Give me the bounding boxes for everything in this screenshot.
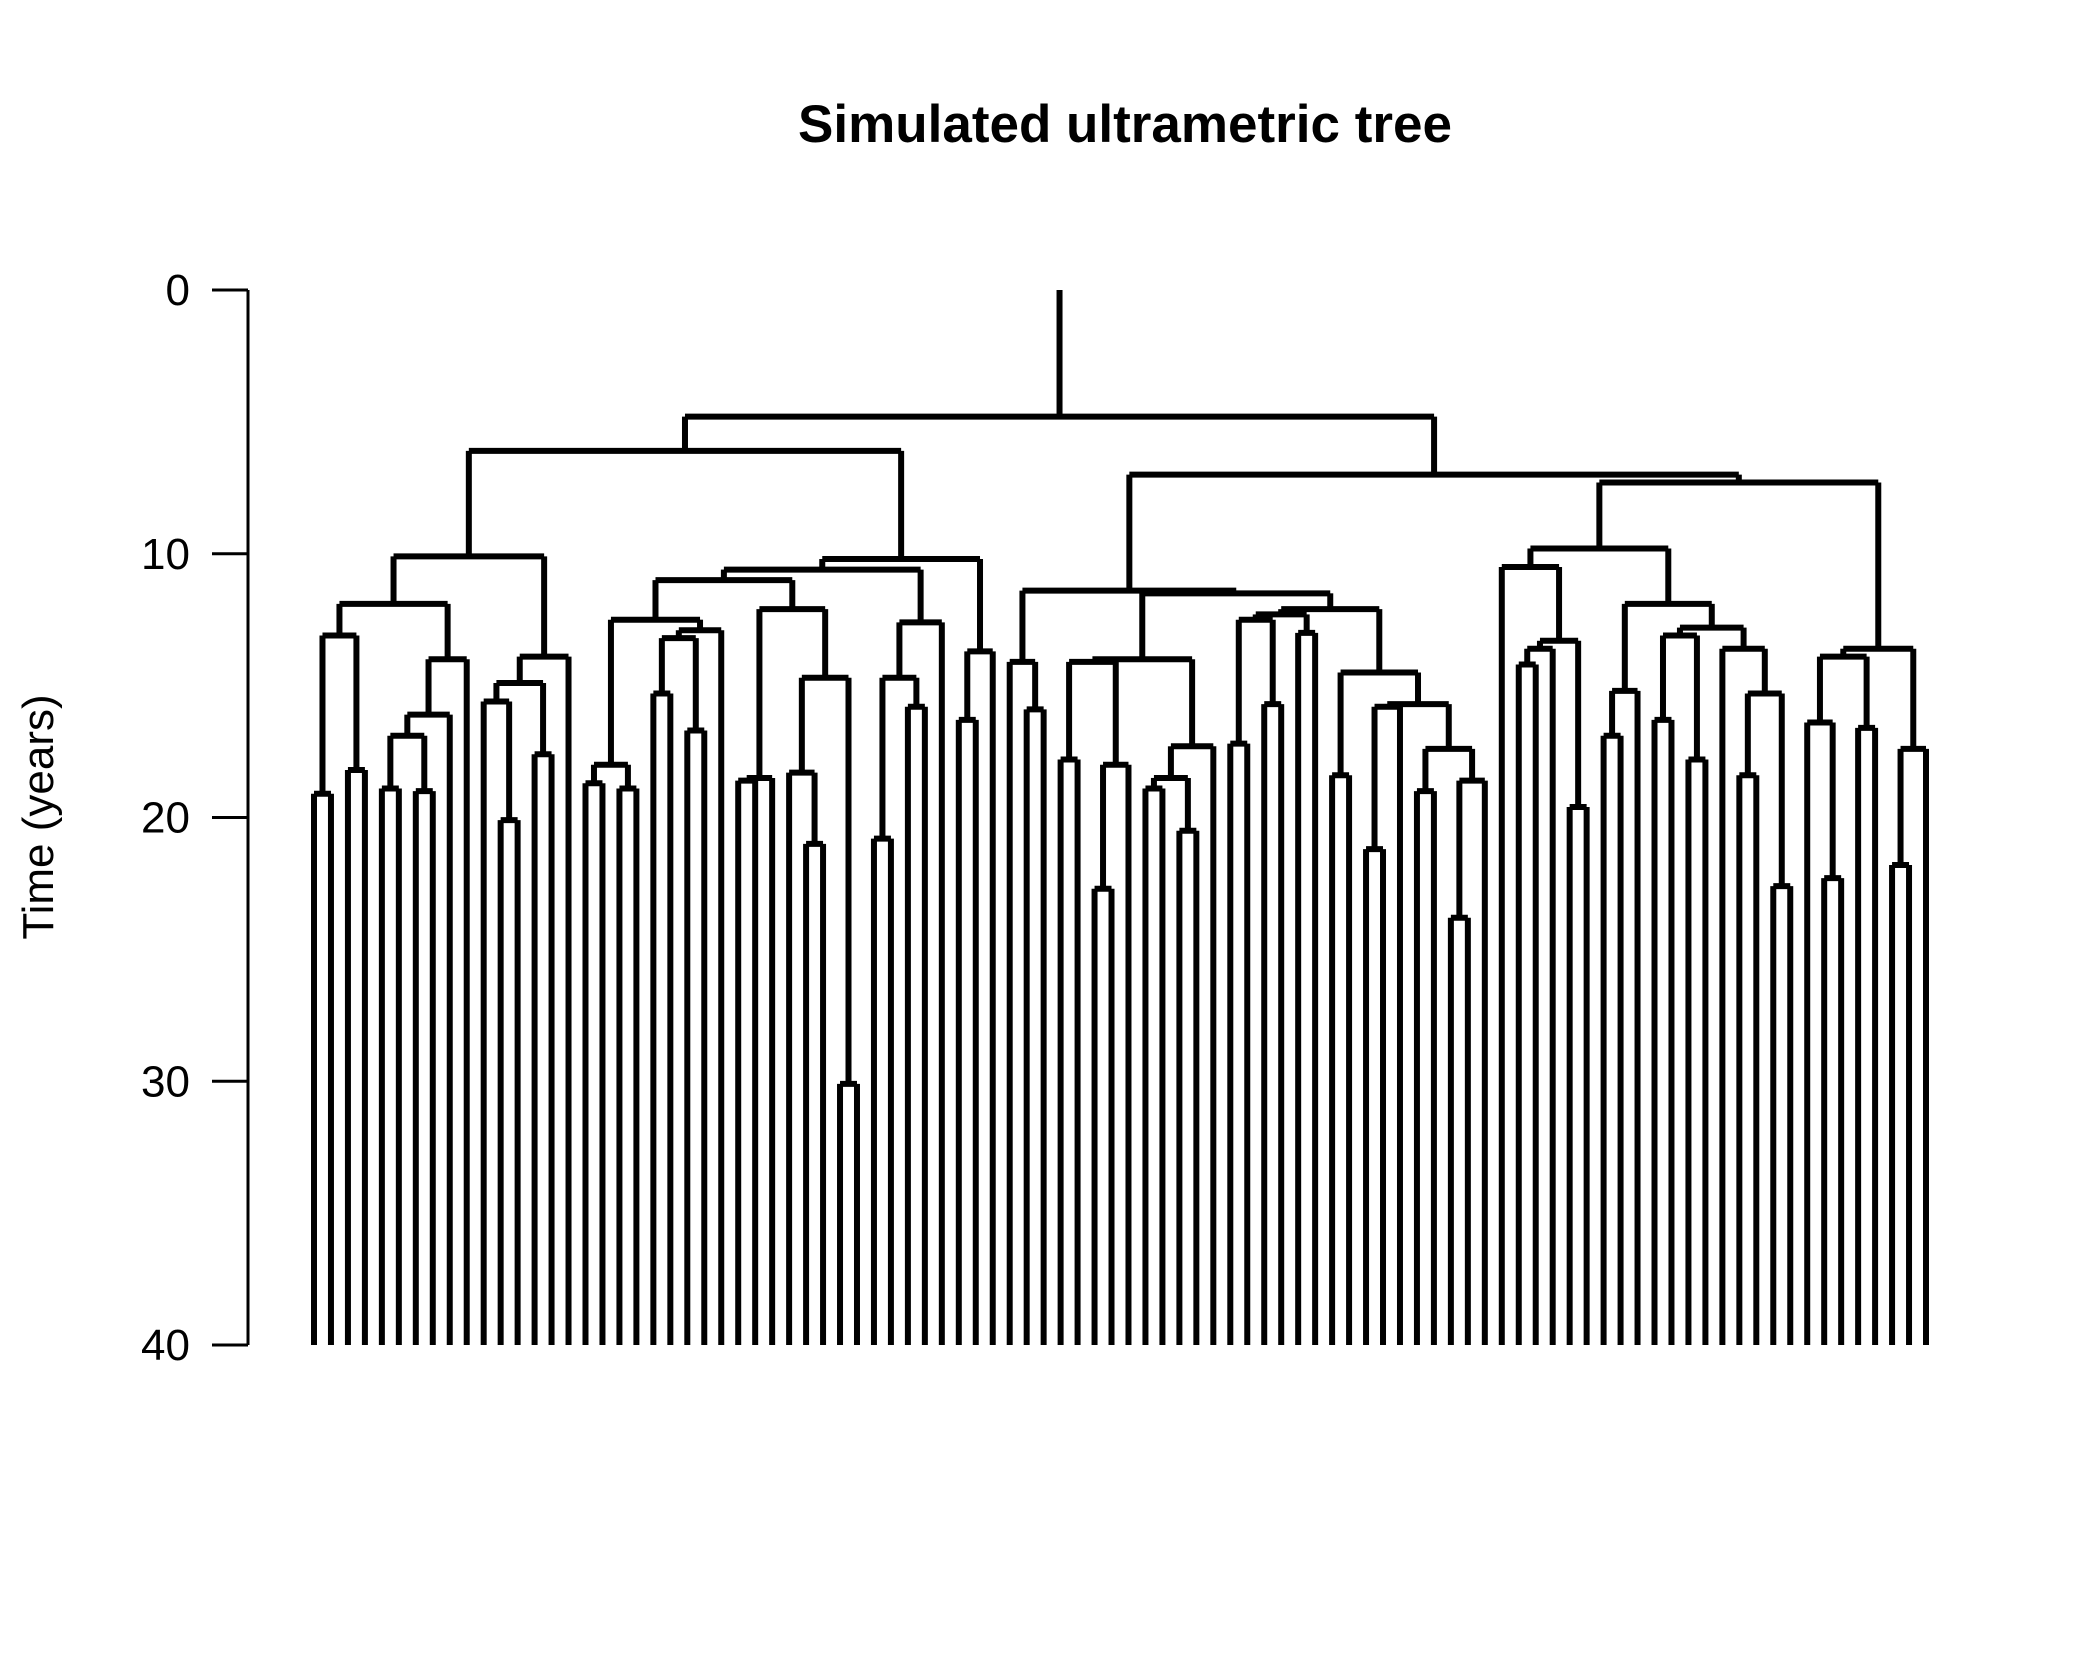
y-tick-label: 0 bbox=[166, 266, 190, 315]
tree-branches bbox=[311, 290, 1929, 1345]
y-tick-label: 10 bbox=[141, 530, 190, 579]
y-tick-label: 20 bbox=[141, 794, 190, 843]
y-tick-label: 40 bbox=[141, 1321, 190, 1370]
chart-title: Simulated ultrametric tree bbox=[798, 95, 1452, 154]
y-tick-label: 30 bbox=[141, 1057, 190, 1106]
y-ticks: 0 10 20 30 40 bbox=[141, 266, 248, 1370]
y-axis: 0 10 20 30 40 bbox=[141, 266, 250, 1370]
y-axis-label: Time (years) bbox=[14, 694, 63, 939]
